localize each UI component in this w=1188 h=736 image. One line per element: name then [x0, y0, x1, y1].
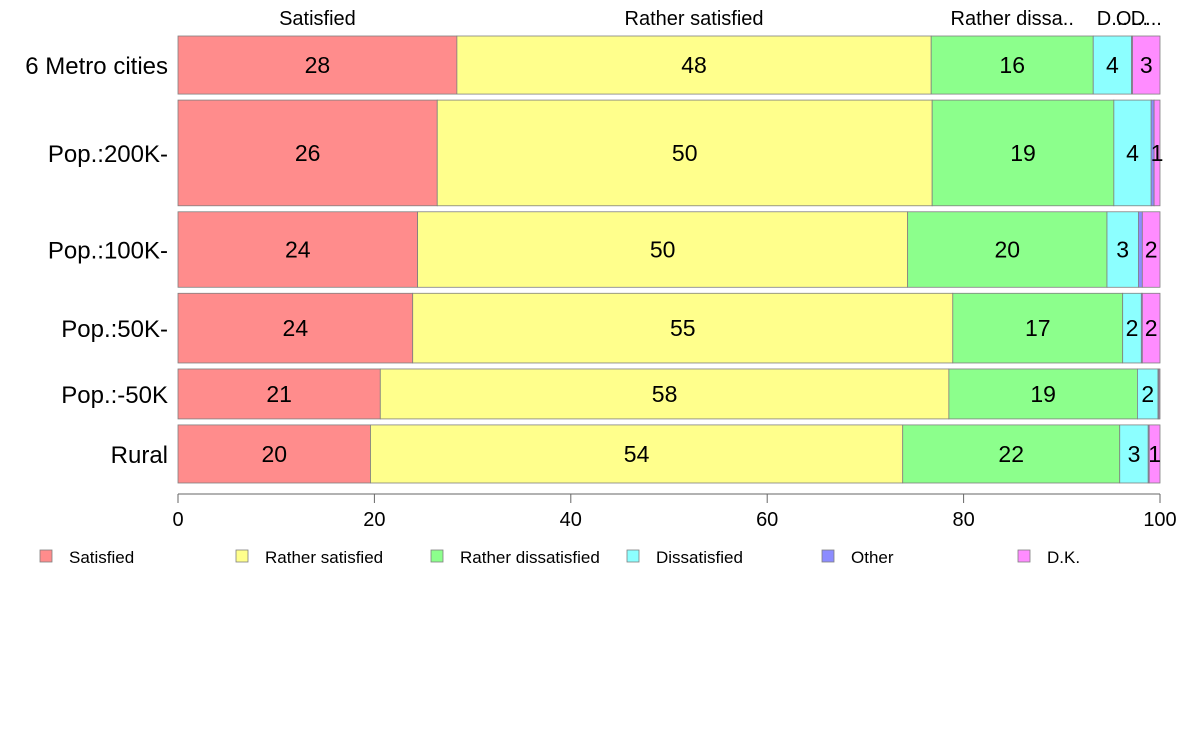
plot-area: 28 48 16 4 326 50 19 4 124 50 20 3 224 55 17 2 221 58 19 22…: [177, 35, 1164, 484]
legend-swatch: [821, 549, 835, 563]
legend-swatch: [1017, 549, 1031, 563]
bar-segment: [1141, 211, 1161, 288]
bar-segment: [177, 292, 414, 364]
bar-segment: [930, 35, 1094, 95]
bar-segment: [1137, 211, 1143, 288]
bar-segment: [1153, 99, 1161, 207]
data-label: 50: [672, 140, 698, 166]
top-series-labels: Satisfied Rather satisfied Rather dissa.. D…: [279, 8, 1162, 30]
bar-segment: [1141, 292, 1161, 364]
legend-item: D.K.: [1017, 548, 1080, 567]
data-label: 19: [1030, 381, 1056, 407]
legend-item: Satisfied: [39, 548, 134, 567]
bar-segment: [1158, 368, 1161, 420]
category-label: Pop.:50K-: [61, 316, 168, 343]
data-label: 20: [261, 441, 287, 467]
data-label: 50: [650, 237, 676, 263]
bar-segment: [952, 292, 1124, 364]
data-label: 1: [1148, 441, 1161, 467]
data-label: 24: [285, 237, 311, 263]
legend-swatch: [430, 549, 444, 563]
legend-swatch: [626, 549, 640, 563]
x-tick-label: 60: [756, 509, 778, 531]
data-label: 19: [1010, 140, 1036, 166]
x-tick-label: 20: [363, 509, 385, 531]
data-label: 54: [624, 441, 650, 467]
legend-label: Rather dissatisfied: [460, 548, 600, 567]
data-label: 21: [266, 381, 292, 407]
series-top-label: Rather dissa..: [951, 8, 1074, 30]
bar-segment: [379, 368, 950, 420]
data-label: 2: [1126, 315, 1139, 341]
data-label: 28: [305, 52, 331, 78]
bar-segment: [177, 35, 458, 95]
data-label: 1: [1151, 140, 1164, 166]
data-label: 22: [998, 441, 1024, 467]
category-axis: 6 Metro cities Pop.:200K- Pop.:100K- Pop.:5…: [25, 53, 168, 469]
legend-swatch: [235, 549, 249, 563]
data-label: 26: [295, 140, 321, 166]
series-top-label: Satisfied: [279, 8, 356, 30]
x-tick-label: 40: [560, 509, 582, 531]
data-label: 2: [1145, 237, 1158, 263]
category-label: 6 Metro cities: [25, 53, 168, 80]
legend-label: Rather satisfied: [265, 548, 383, 567]
data-label: 3: [1140, 52, 1153, 78]
bar-segment: [907, 211, 1108, 288]
category-label: Rural: [111, 442, 168, 469]
bar-segment: [370, 424, 904, 484]
data-label: 16: [999, 52, 1025, 78]
series-top-label: Rather satisfied: [625, 8, 764, 30]
x-tick-label: 0: [172, 509, 183, 531]
bar-segment: [1132, 35, 1161, 95]
bar-segment: [417, 211, 909, 288]
bar-segment: [1092, 35, 1132, 95]
data-label: 4: [1106, 52, 1119, 78]
bar-segment: [1148, 424, 1161, 484]
data-label: 2: [1141, 381, 1154, 407]
legend-label: Dissatisfied: [656, 548, 743, 567]
data-label: 2: [1145, 315, 1158, 341]
bar-segment: [902, 424, 1121, 484]
bar-segment: [412, 292, 954, 364]
x-tick-label: 80: [952, 509, 974, 531]
data-label: 58: [652, 381, 678, 407]
bar-segment: [1113, 99, 1152, 207]
legend-item: Rather dissatisfied: [430, 548, 600, 567]
data-label: 3: [1116, 237, 1129, 263]
data-label: 3: [1128, 441, 1141, 467]
bar-segment: [177, 368, 381, 420]
legend-label: Other: [851, 548, 894, 567]
legend-label: Satisfied: [69, 548, 134, 567]
category-label: Pop.:-50K: [61, 382, 168, 409]
legend-item: Dissatisfied: [626, 548, 743, 567]
data-label: 24: [283, 315, 309, 341]
data-label: 4: [1126, 140, 1139, 166]
series-top-label: D...: [1097, 8, 1128, 30]
bar-segment: [177, 211, 419, 288]
legend-item: Other: [821, 548, 894, 567]
category-label: Pop.:100K-: [48, 238, 168, 265]
category-label: Pop.:200K-: [48, 141, 168, 168]
data-label: 20: [995, 237, 1021, 263]
series-top-label: D...: [1131, 8, 1162, 30]
bar-segment: [177, 99, 438, 207]
data-label: 55: [670, 315, 696, 341]
x-axis: 0 20 40 60 80 100: [172, 493, 1177, 531]
data-label: 17: [1025, 315, 1051, 341]
bar-segment: [1106, 211, 1139, 288]
legend-label: D.K.: [1047, 548, 1080, 567]
data-label: 48: [681, 52, 707, 78]
legend: Satisfied Rather satisfied Rather dissatis…: [39, 548, 1080, 567]
series-top-label: O...: [1116, 8, 1148, 30]
bar-segment: [436, 99, 933, 207]
x-tick-label: 100: [1143, 509, 1176, 531]
legend-swatch: [39, 549, 53, 563]
legend-item: Rather satisfied: [235, 548, 383, 567]
